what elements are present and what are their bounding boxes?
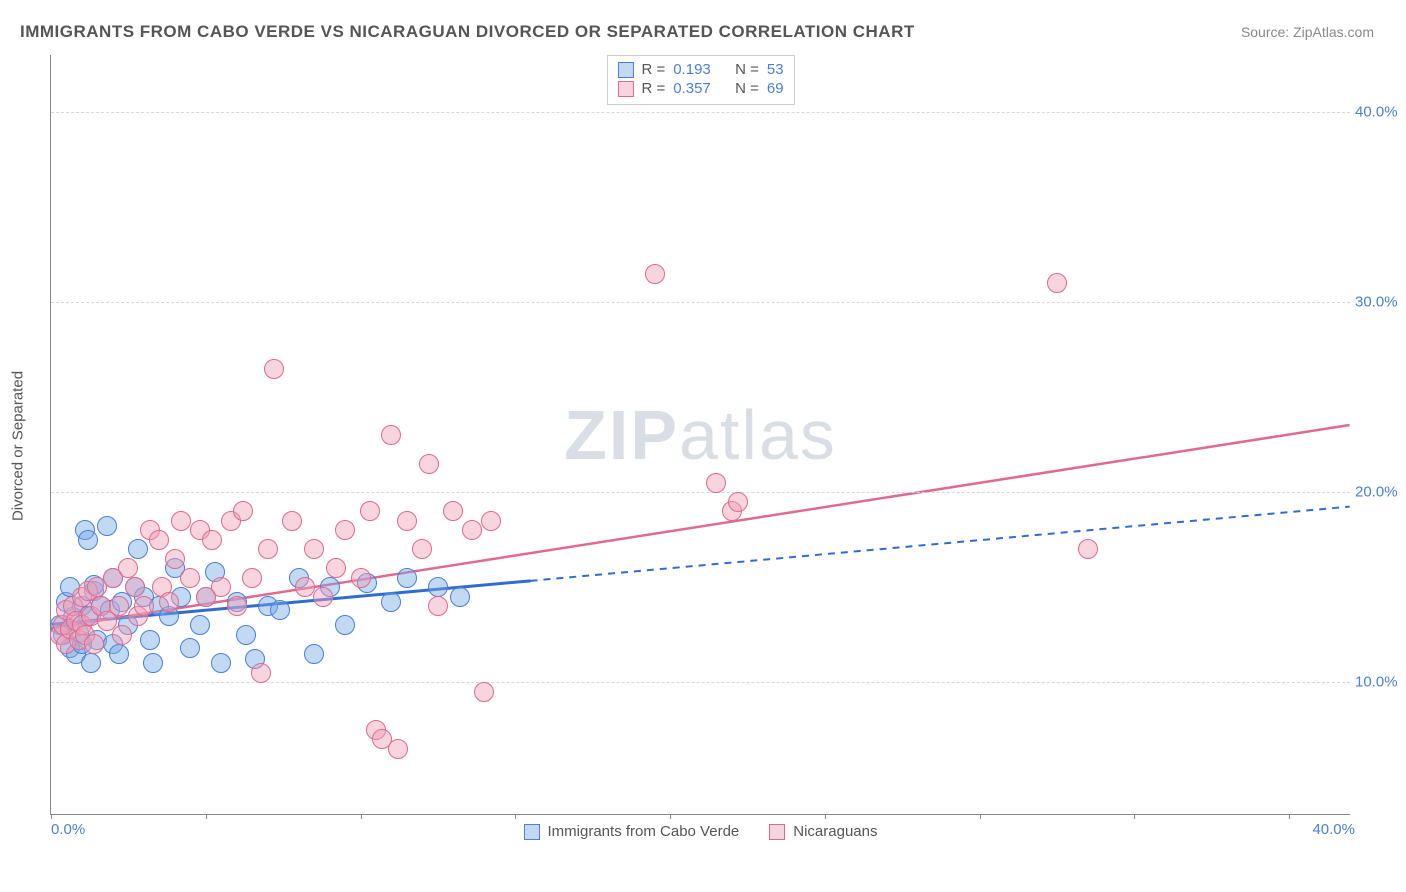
watermark: ZIPatlas (564, 395, 837, 475)
data-point (645, 264, 665, 284)
data-point (109, 596, 129, 616)
legend-swatch (617, 62, 633, 78)
gridline (51, 112, 1350, 113)
data-point (84, 634, 104, 654)
data-point (180, 638, 200, 658)
data-point (397, 511, 417, 531)
data-point (251, 663, 271, 683)
data-point (211, 577, 231, 597)
data-point (211, 653, 231, 673)
data-point (381, 592, 401, 612)
data-point (78, 530, 98, 550)
data-point (412, 539, 432, 559)
data-point (109, 644, 129, 664)
legend-series-label: Nicaraguans (793, 823, 877, 840)
data-point (242, 568, 262, 588)
data-point (128, 539, 148, 559)
chart-plot-area: ZIPatlas R =0.193 N =53R =0.357 N =69 Im… (50, 55, 1350, 815)
data-point (165, 549, 185, 569)
data-point (270, 600, 290, 620)
data-point (233, 501, 253, 521)
legend-stat-row: R =0.357 N =69 (617, 79, 783, 98)
data-point (474, 682, 494, 702)
data-point (227, 596, 247, 616)
data-point (388, 739, 408, 759)
y-tick-label: 20.0% (1355, 484, 1405, 501)
data-point (171, 511, 191, 531)
legend-swatch (769, 824, 785, 840)
data-point (351, 568, 371, 588)
gridline (51, 492, 1350, 493)
data-point (159, 592, 179, 612)
data-point (118, 558, 138, 578)
data-point (125, 577, 145, 597)
x-tick-mark (1289, 814, 1290, 819)
y-tick-label: 30.0% (1355, 294, 1405, 311)
legend-series-label: Immigrants from Cabo Verde (548, 823, 740, 840)
legend-series-item: Nicaraguans (769, 823, 877, 840)
data-point (202, 530, 222, 550)
data-point (335, 520, 355, 540)
y-axis-label: Divorced or Separated (10, 371, 27, 521)
data-point (381, 425, 401, 445)
data-point (326, 558, 346, 578)
data-point (450, 587, 470, 607)
trend-lines (51, 55, 1350, 814)
data-point (190, 615, 210, 635)
data-point (397, 568, 417, 588)
data-point (143, 653, 163, 673)
data-point (258, 539, 278, 559)
x-tick-mark (206, 814, 207, 819)
data-point (149, 530, 169, 550)
x-tick-mark (1134, 814, 1135, 819)
legend-series-item: Immigrants from Cabo Verde (524, 823, 740, 840)
x-tick-label: 40.0% (1312, 821, 1355, 838)
x-tick-mark (980, 814, 981, 819)
data-point (1047, 273, 1067, 293)
data-point (481, 511, 501, 531)
legend-series: Immigrants from Cabo Verde Nicaraguans (524, 823, 878, 840)
x-tick-label: 0.0% (51, 821, 85, 838)
x-tick-mark (51, 814, 52, 819)
x-tick-mark (515, 814, 516, 819)
data-point (304, 539, 324, 559)
data-point (706, 473, 726, 493)
data-point (335, 615, 355, 635)
data-point (1078, 539, 1098, 559)
legend-swatch (617, 81, 633, 97)
source-label: Source: ZipAtlas.com (1241, 24, 1374, 40)
data-point (295, 577, 315, 597)
data-point (140, 630, 160, 650)
data-point (134, 596, 154, 616)
y-tick-label: 40.0% (1355, 104, 1405, 121)
data-point (282, 511, 302, 531)
gridline (51, 302, 1350, 303)
legend-swatch (524, 824, 540, 840)
data-point (360, 501, 380, 521)
data-point (462, 520, 482, 540)
data-point (180, 568, 200, 588)
data-point (419, 454, 439, 474)
x-tick-mark (361, 814, 362, 819)
data-point (112, 625, 132, 645)
data-point (728, 492, 748, 512)
chart-title: IMMIGRANTS FROM CABO VERDE VS NICARAGUAN… (20, 22, 915, 42)
data-point (428, 577, 448, 597)
data-point (264, 359, 284, 379)
data-point (236, 625, 256, 645)
data-point (313, 587, 333, 607)
data-point (97, 516, 117, 536)
data-point (428, 596, 448, 616)
gridline (51, 682, 1350, 683)
y-tick-label: 10.0% (1355, 674, 1405, 691)
x-tick-mark (670, 814, 671, 819)
data-point (81, 653, 101, 673)
data-point (443, 501, 463, 521)
legend-stats: R =0.193 N =53R =0.357 N =69 (606, 55, 794, 105)
data-point (304, 644, 324, 664)
legend-stat-row: R =0.193 N =53 (617, 60, 783, 79)
x-tick-mark (825, 814, 826, 819)
